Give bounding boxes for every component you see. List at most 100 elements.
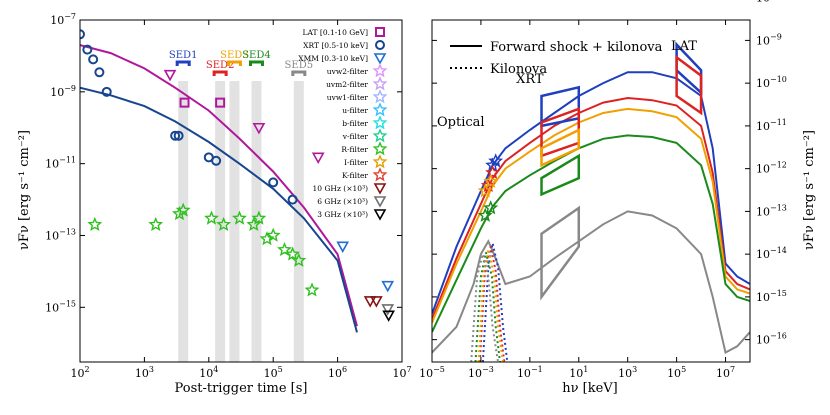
legend-marker xyxy=(375,27,385,37)
data-point xyxy=(265,227,281,242)
kilonova-line xyxy=(474,252,501,362)
data-bowtie xyxy=(540,85,581,128)
plot-frame xyxy=(79,19,403,363)
y-tick-label: 10−15 xyxy=(756,289,787,304)
legend-label: 3 GHz (×10³) xyxy=(317,210,368,219)
legend-label: LAT [0.1-10 GeV] xyxy=(303,28,369,37)
legend-label: 10 GHz (×10³) xyxy=(313,184,369,193)
kilonova-line xyxy=(470,253,499,362)
optical-point xyxy=(477,183,493,198)
annotation: LAT xyxy=(671,39,697,54)
sed-label: SED1 xyxy=(169,50,198,61)
data-point xyxy=(216,216,232,231)
legend-label: Kilonova xyxy=(490,62,547,77)
x-tick-label: 10−5 xyxy=(419,365,445,380)
legend-marker xyxy=(372,154,388,169)
y-tick-label: 10−15 xyxy=(45,299,76,314)
data-point xyxy=(285,246,301,261)
data-point xyxy=(215,97,226,108)
data-bowtie xyxy=(675,41,703,96)
sed-bracket xyxy=(212,70,228,76)
data-point xyxy=(304,282,320,297)
legend-marker xyxy=(372,167,388,182)
legend-label: I-filter xyxy=(344,158,368,167)
data-point xyxy=(251,210,267,225)
legend-marker xyxy=(372,76,388,91)
data-point xyxy=(175,202,191,217)
optical-point xyxy=(483,200,499,215)
annotation: Optical xyxy=(437,115,485,130)
legend-marker xyxy=(372,128,388,143)
sed-band xyxy=(215,81,226,362)
x-tick-label: 107 xyxy=(716,365,735,380)
data-bowtie xyxy=(540,128,581,168)
data-point xyxy=(252,122,266,135)
legend-marker xyxy=(372,89,388,104)
data-bowtie xyxy=(675,54,703,116)
data-point xyxy=(381,304,395,316)
data-point xyxy=(277,241,292,257)
x-tick-label: 107 xyxy=(392,365,411,380)
data-point xyxy=(82,44,93,55)
legend-label: uvw2-filter xyxy=(327,67,369,76)
data-point xyxy=(268,177,279,188)
legend-label: Forward shock + kilonova xyxy=(490,40,663,55)
sed-bracket xyxy=(248,60,264,66)
legend-label: v-filter xyxy=(342,132,369,141)
data-point xyxy=(363,296,377,308)
data-point xyxy=(204,210,219,225)
x-tick-label: 105 xyxy=(667,365,686,380)
data-point xyxy=(382,310,395,322)
sed-label: SED3 xyxy=(220,50,249,61)
left-y-axis-label: νFν [erg s⁻¹ cm⁻²] xyxy=(17,130,32,250)
legend-marker xyxy=(372,141,388,156)
legend-label: XRT [0.5-10 keV] xyxy=(303,41,368,50)
legend-label: uvm2-filter xyxy=(326,80,368,89)
data-point xyxy=(211,155,222,166)
legend-label: K-filter xyxy=(342,171,368,180)
legend-label: R-filter xyxy=(341,145,368,154)
data-point xyxy=(94,67,105,78)
optical-point xyxy=(483,173,499,188)
y-tick-label: 10−11 xyxy=(45,156,76,171)
y-tick-label: 10−14 xyxy=(756,246,787,261)
legend-marker xyxy=(375,40,385,50)
legend-marker xyxy=(372,63,388,78)
x-tick-label: 103 xyxy=(135,365,154,380)
data-bowtie xyxy=(540,205,581,301)
x-tick-label: 105 xyxy=(264,365,283,380)
legend-marker xyxy=(373,183,387,195)
right-plot-area xyxy=(432,41,750,362)
data-point xyxy=(179,97,190,108)
data-point xyxy=(370,296,383,308)
left-x-axis-label: Post-trigger time [s] xyxy=(175,381,308,396)
data-point xyxy=(291,252,307,267)
plot-frame xyxy=(431,19,751,363)
data-point xyxy=(311,152,325,164)
left-plot-area xyxy=(80,29,395,362)
model-line xyxy=(80,44,358,327)
data-point xyxy=(88,54,99,65)
right-panel: Optical XRT LAT 10−5 10−3 10−1 101 103 105 107 10−… xyxy=(419,0,787,380)
sed-bracket xyxy=(291,70,307,76)
sed-bracket xyxy=(175,60,191,66)
sed-line xyxy=(432,96,750,320)
data-point xyxy=(173,130,184,141)
legend-label: uvw1-filter xyxy=(327,93,369,102)
sed-label: SED2 xyxy=(206,60,235,71)
y-tick-label: 10−16 xyxy=(756,332,787,347)
data-bowtie xyxy=(540,107,581,158)
sed-bracket xyxy=(226,60,242,66)
sed-band xyxy=(293,81,304,362)
data-point xyxy=(381,280,395,293)
y-tick-label: 10−8 xyxy=(756,0,782,5)
legend-label: XMM [0.3-10 keV] xyxy=(298,54,368,63)
y-tick-label: 10−12 xyxy=(756,161,787,176)
y-tick-label: 10−9 xyxy=(756,32,782,47)
data-bowtie xyxy=(540,153,581,197)
legend-marker xyxy=(372,102,388,117)
data-point xyxy=(170,130,181,141)
y-tick-label: 10−7 xyxy=(50,12,76,27)
